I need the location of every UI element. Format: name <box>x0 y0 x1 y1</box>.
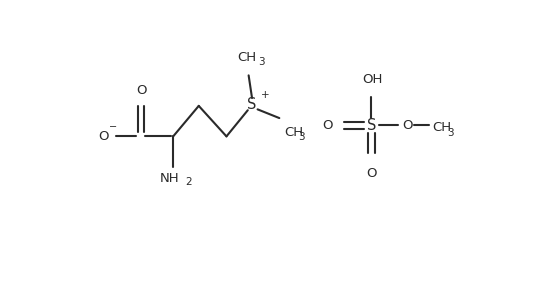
Text: +: + <box>261 89 270 100</box>
Text: CH: CH <box>284 126 303 139</box>
Text: 3: 3 <box>299 132 305 142</box>
Text: OH: OH <box>362 73 383 86</box>
Text: 2: 2 <box>185 177 192 187</box>
Text: NH: NH <box>160 172 180 185</box>
Text: CH: CH <box>238 52 256 65</box>
Text: O: O <box>98 130 108 143</box>
Text: O: O <box>136 84 146 97</box>
Text: S: S <box>367 118 376 133</box>
Text: −: − <box>109 122 117 132</box>
Text: 3: 3 <box>447 128 454 138</box>
Text: O: O <box>322 119 332 132</box>
Text: 3: 3 <box>258 57 265 67</box>
Text: O: O <box>366 167 377 180</box>
Text: O: O <box>402 119 412 132</box>
Text: CH: CH <box>432 121 452 134</box>
Text: S: S <box>248 97 257 112</box>
